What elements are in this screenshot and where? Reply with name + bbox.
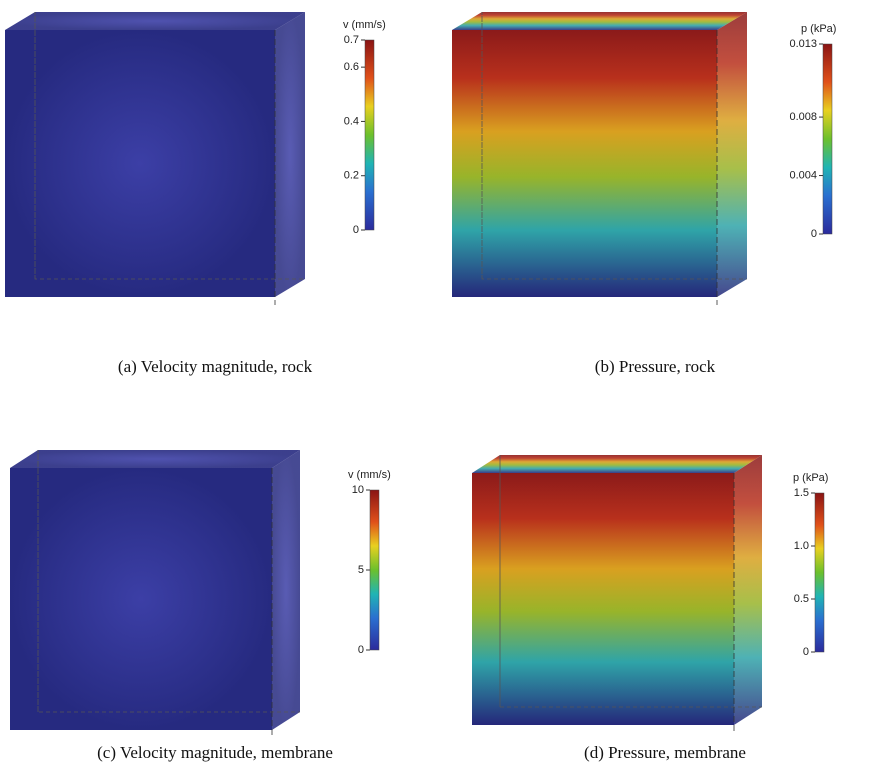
cube-right	[734, 455, 762, 725]
colorbar-tick-label: 0.4	[344, 115, 359, 127]
cube-front	[452, 30, 717, 297]
cube-top	[472, 455, 762, 473]
colorbar	[822, 43, 833, 235]
caption: (c) Velocity magnitude, membrane	[97, 743, 333, 762]
colorbar-tick-label: 0.013	[789, 38, 817, 50]
colorbar-title: p (kPa)	[793, 472, 828, 484]
colorbar-tick-label: 1.0	[794, 540, 809, 552]
colorbar-tick-label: 1.5	[794, 487, 809, 499]
colorbar-tick-label: 0.2	[344, 170, 359, 182]
cube-right	[275, 12, 305, 297]
colorbar-tick-label: 0	[803, 646, 809, 658]
colorbar	[364, 39, 375, 231]
colorbar-title: p (kPa)	[801, 23, 836, 35]
cube-top	[452, 12, 747, 30]
colorbar-tick-label: 10	[352, 484, 364, 496]
caption: (d) Pressure, membrane	[584, 743, 746, 762]
colorbar	[814, 492, 825, 653]
colorbar-tick-label: 0	[353, 224, 359, 236]
cube-front	[472, 473, 734, 725]
colorbar-title: v (mm/s)	[348, 469, 391, 481]
cube-front	[10, 468, 272, 730]
colorbar-tick-label: 0.008	[789, 111, 817, 123]
colorbar-tick-label: 0	[358, 644, 364, 656]
wireframe	[499, 455, 762, 708]
cube-top	[10, 450, 300, 468]
colorbar-tick-label: 0.7	[344, 34, 359, 46]
colorbar-tick-label: 0	[811, 228, 817, 240]
wireframe	[37, 450, 300, 713]
colorbar-tick-label: 0.6	[344, 61, 359, 73]
colorbar-tick-label: 0.004	[789, 169, 817, 181]
cube-front	[5, 30, 275, 297]
cube-right	[717, 12, 747, 297]
cube-top	[5, 12, 305, 30]
caption: (b) Pressure, rock	[595, 357, 716, 376]
colorbar-tick-label: 5	[358, 564, 364, 576]
colorbar-title: v (mm/s)	[343, 19, 386, 31]
wireframe	[34, 12, 305, 280]
colorbar	[369, 489, 380, 651]
wireframe	[481, 12, 747, 280]
caption: (a) Velocity magnitude, rock	[118, 357, 313, 376]
colorbar-tick-label: 0.5	[794, 593, 809, 605]
cube-right	[272, 450, 300, 730]
